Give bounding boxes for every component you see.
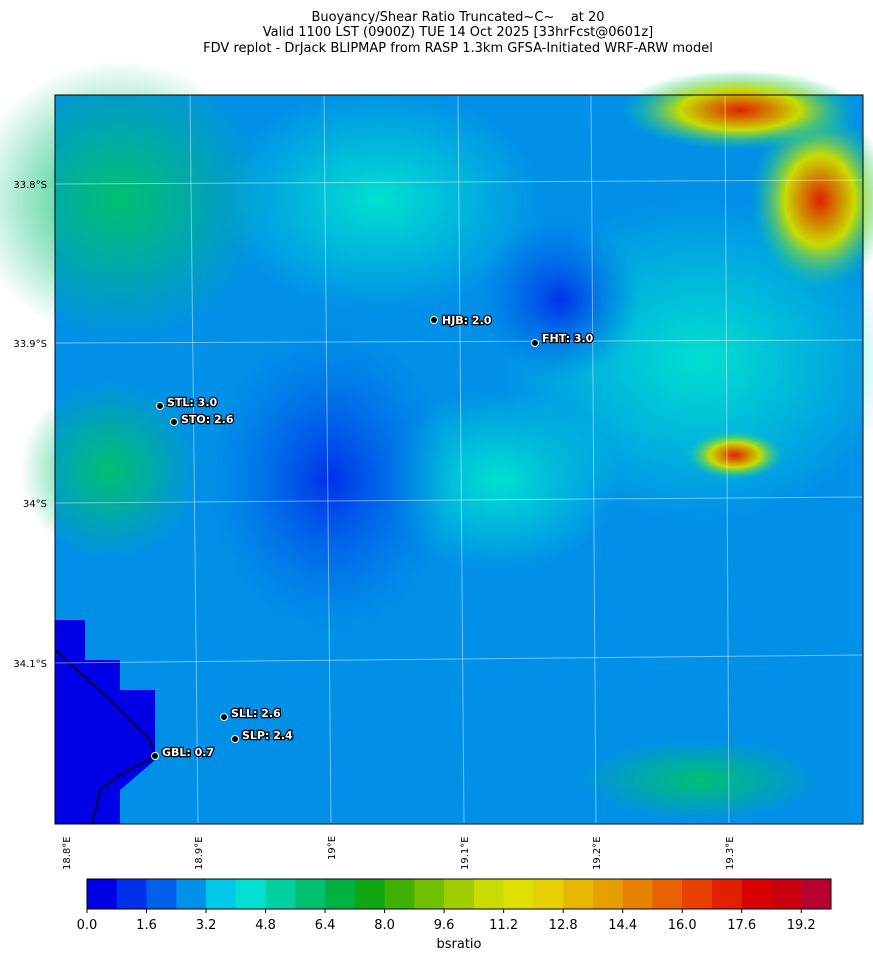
- color-band: [295, 879, 326, 909]
- color-band: [622, 879, 653, 909]
- ocean-patch: [55, 620, 155, 824]
- grid-line: [54, 339, 864, 344]
- color-band: [265, 879, 296, 909]
- color-band: [533, 879, 564, 909]
- tick-label: 3.2: [196, 918, 217, 933]
- tick-label: 19.2: [787, 918, 816, 933]
- station-marker: [531, 339, 539, 347]
- map-frame: [54, 94, 864, 825]
- grid-line: [54, 496, 864, 504]
- station-label: GBL: 0.7: [162, 746, 214, 759]
- title: Buoyancy/Shear Ratio Truncated~C~ at 20 …: [203, 10, 713, 56]
- station-marker: [430, 316, 438, 324]
- tick-label: 11.2: [489, 918, 518, 933]
- color-band: [87, 879, 118, 909]
- station-marker: [156, 402, 164, 410]
- station-marker: [151, 752, 159, 760]
- lon-label: 18.9°E: [194, 836, 205, 870]
- tick-label: 9.6: [434, 918, 455, 933]
- tick-label: 17.6: [727, 918, 756, 933]
- title-line: Buoyancy/Shear Ratio Truncated~C~ at 20: [311, 10, 604, 25]
- stations: HJB: 2.0 FHT: 3.0 STL: 3.0 STO: 2.6 SLL:…: [151, 313, 595, 760]
- station-label: STL: 3.0: [167, 396, 217, 409]
- field-patch: [480, 220, 640, 380]
- lat-labels: 33.8°S 33.9°S 34°S 34.1°S: [13, 180, 47, 670]
- station-label: SLL: 2.6: [231, 707, 281, 720]
- station-marker: [170, 418, 178, 426]
- lon-label: 19.3°E: [725, 836, 736, 870]
- lon-label: 19.2°E: [592, 836, 603, 870]
- color-band: [801, 879, 832, 909]
- lon-labels: 18.8°E 18.9°E 19°E 19.1°E 19.2°E 19.3°E: [62, 836, 736, 870]
- tick-label: 0.0: [77, 918, 98, 933]
- tick-label: 14.4: [608, 918, 637, 933]
- field-patch: [210, 330, 450, 630]
- station-label: SLP: 2.4: [242, 729, 293, 742]
- field-patch: [580, 740, 820, 820]
- field-patch: [0, 60, 270, 340]
- tick-label: 1.6: [136, 918, 157, 933]
- grid-line: [590, 94, 597, 825]
- grid-line: [54, 654, 864, 664]
- color-band: [444, 879, 475, 909]
- graticule: [54, 94, 864, 825]
- color-band: [652, 879, 683, 909]
- grid-line: [457, 94, 465, 825]
- lon-label: 19°E: [327, 836, 338, 860]
- station-marker: [220, 713, 228, 721]
- color-band: [711, 879, 743, 909]
- title-line: Valid 1100 LST (0900Z) TUE 14 Oct 2025 […: [263, 25, 653, 40]
- color-band: [206, 879, 237, 909]
- color-band: [354, 879, 386, 909]
- station-label: HJB: 2.0: [442, 314, 492, 327]
- color-band: [771, 879, 802, 909]
- grid-line: [189, 94, 199, 825]
- station-marker: [231, 735, 239, 743]
- lon-label: 18.8°E: [62, 836, 73, 870]
- station-label: STO: 2.6: [181, 413, 234, 426]
- map: [0, 60, 873, 825]
- tick-label: 6.4: [315, 918, 336, 933]
- color-band: [176, 879, 207, 909]
- grid-line: [54, 179, 864, 185]
- color-band: [503, 879, 534, 909]
- color-band: [414, 879, 445, 909]
- color-band: [682, 879, 713, 909]
- lon-label: 19.1°E: [460, 836, 471, 870]
- tick-label: 8.0: [374, 918, 395, 933]
- colorbar: 0.0 1.6 3.2 4.8 6.4 8.0 9.6 11.2 12.8 14.4 16.0 17.…: [77, 878, 832, 933]
- field-patch: [20, 380, 200, 560]
- color-band: [146, 879, 177, 909]
- grid-line: [323, 94, 332, 825]
- station-label: FHT: 3.0: [542, 332, 594, 345]
- tick-label: 4.8: [255, 918, 276, 933]
- tick-label: 12.8: [549, 918, 578, 933]
- lat-label: 33.9°S: [13, 339, 47, 350]
- color-band: [116, 879, 148, 909]
- colorbar-frame: [86, 878, 832, 910]
- color-band: [741, 879, 772, 909]
- field-patch: [750, 110, 873, 290]
- lat-label: 33.8°S: [13, 180, 47, 191]
- color-band: [473, 879, 505, 909]
- grid-line: [724, 94, 730, 825]
- color-band: [563, 879, 594, 909]
- title-line: FDV replot - DrJack BLIPMAP from RASP 1.…: [203, 41, 713, 56]
- lat-label: 34.1°S: [13, 659, 47, 670]
- color-band: [325, 879, 356, 909]
- field-patch: [685, 430, 785, 480]
- field-patch: [220, 90, 540, 310]
- color-band: [235, 879, 267, 909]
- field-patch: [620, 70, 860, 150]
- color-band: [384, 879, 415, 909]
- colorbar-label: bsratio: [437, 937, 482, 952]
- lat-label: 34°S: [23, 499, 47, 510]
- color-band: [592, 879, 624, 909]
- tick-label: 16.0: [668, 918, 697, 933]
